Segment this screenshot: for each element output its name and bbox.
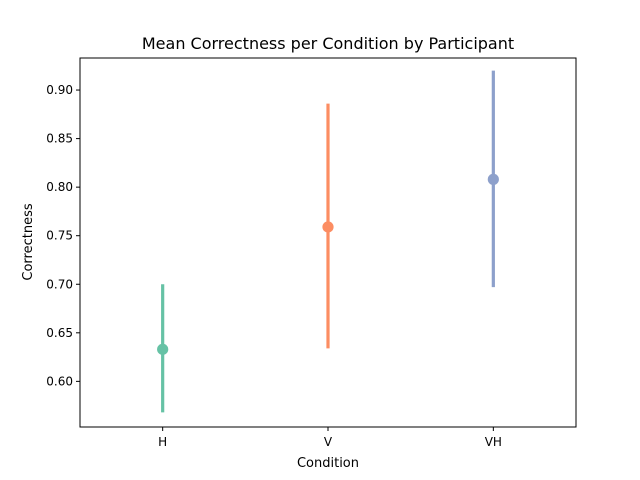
x-tick-label: V (324, 435, 333, 449)
data-marks (157, 70, 499, 413)
y-tick-label: 0.90 (46, 83, 73, 97)
y-tick-label: 0.85 (46, 132, 73, 146)
y-axis: 0.60 0.65 0.70 0.75 0.80 0.85 0.90 (46, 83, 80, 388)
y-tick-label: 0.70 (46, 277, 73, 291)
y-tick-label: 0.75 (46, 229, 73, 243)
y-axis-label: Correctness (21, 203, 36, 280)
x-tick-label: H (158, 435, 167, 449)
mean-point (322, 221, 334, 233)
x-axis: H V VH (158, 427, 502, 449)
y-tick-label: 0.65 (46, 326, 73, 340)
mean-point (487, 173, 499, 185)
x-tick-label: VH (485, 435, 502, 449)
y-tick-label: 0.60 (46, 374, 73, 388)
plot-frame (79, 57, 577, 428)
mean-point (157, 343, 169, 355)
chart-title: Mean Correctness per Condition by Partic… (142, 34, 514, 53)
y-tick-label: 0.80 (46, 180, 73, 194)
x-axis-label: Condition (297, 456, 359, 471)
